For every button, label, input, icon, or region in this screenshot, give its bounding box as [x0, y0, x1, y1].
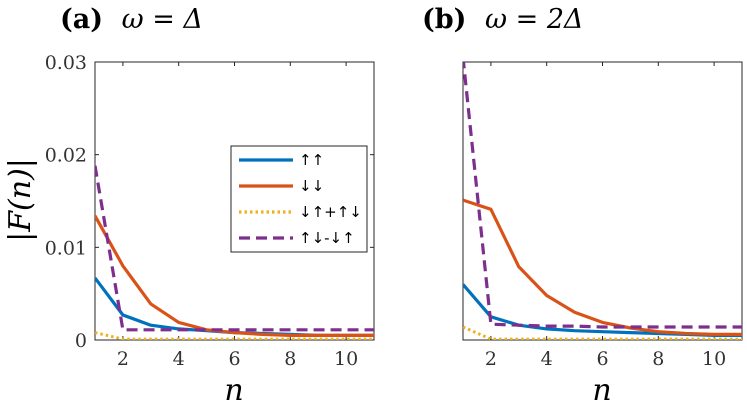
panel-b-x-tick-label: 6 — [596, 348, 608, 370]
panel-a-x-axis-label: n — [224, 373, 243, 408]
panel-a-title: (a) ω = Δ — [60, 4, 203, 35]
panel-b-x-tick-label: 4 — [541, 348, 553, 370]
panel-b-x-tick-label: 8 — [652, 348, 664, 370]
legend-label-4: ↑↓-↓↑ — [299, 229, 355, 247]
panel-a-label: (a) — [60, 4, 103, 35]
panel-b-omega: ω = 2Δ — [485, 4, 583, 35]
panel-a-x-tick-label: 2 — [117, 348, 129, 370]
panel-a-series-line-3 — [95, 331, 374, 340]
panel-a-x-tick-label: 8 — [284, 348, 296, 370]
panel-b-plot: 2 4 6 8 10 — [462, 61, 743, 370]
panel-b-series-line-2 — [463, 198, 742, 336]
panel-b-x-tick-label: 2 — [485, 348, 497, 370]
panel-a-x-tick-label: 10 — [334, 348, 358, 370]
panel-a-y-tick-label: 0 — [75, 330, 87, 352]
panel-a-series-line-4 — [95, 165, 374, 332]
panel-a-y-tick-label: 0.02 — [45, 145, 87, 167]
y-axis-label: |F(n)| — [3, 158, 38, 242]
panel-b-x-axis-label: n — [592, 373, 611, 408]
panel-b-series-line-4 — [463, 62, 742, 329]
panel-b-title: (b) ω = 2Δ — [422, 4, 584, 35]
panel-a-plot: 2 4 6 8 10 0 0.01 0.02 0.03 — [45, 52, 375, 370]
panel-a-y-tick-label: 0.03 — [45, 52, 87, 74]
panel-a-omega: ω = Δ — [122, 4, 203, 35]
panel-a-x-tick-label: 6 — [228, 348, 240, 370]
legend-label-2: ↓↓ — [299, 177, 324, 195]
panel-b-label: (b) — [422, 4, 466, 35]
panel-a-x-tick-label: 4 — [173, 348, 185, 370]
panel-b-x-tick-label: 10 — [702, 348, 726, 370]
legend: ↑↑ ↓↓ ↓↑+↑↓ ↑↓-↓↑ — [230, 145, 368, 253]
legend-box — [230, 145, 368, 253]
legend-label-1: ↑↑ — [299, 151, 324, 169]
panel-b-axes-box — [462, 61, 743, 341]
panel-a-y-tick-label: 0.01 — [45, 237, 87, 259]
panel-a-series-line-2 — [95, 215, 374, 337]
legend-label-3: ↓↑+↑↓ — [299, 203, 362, 221]
